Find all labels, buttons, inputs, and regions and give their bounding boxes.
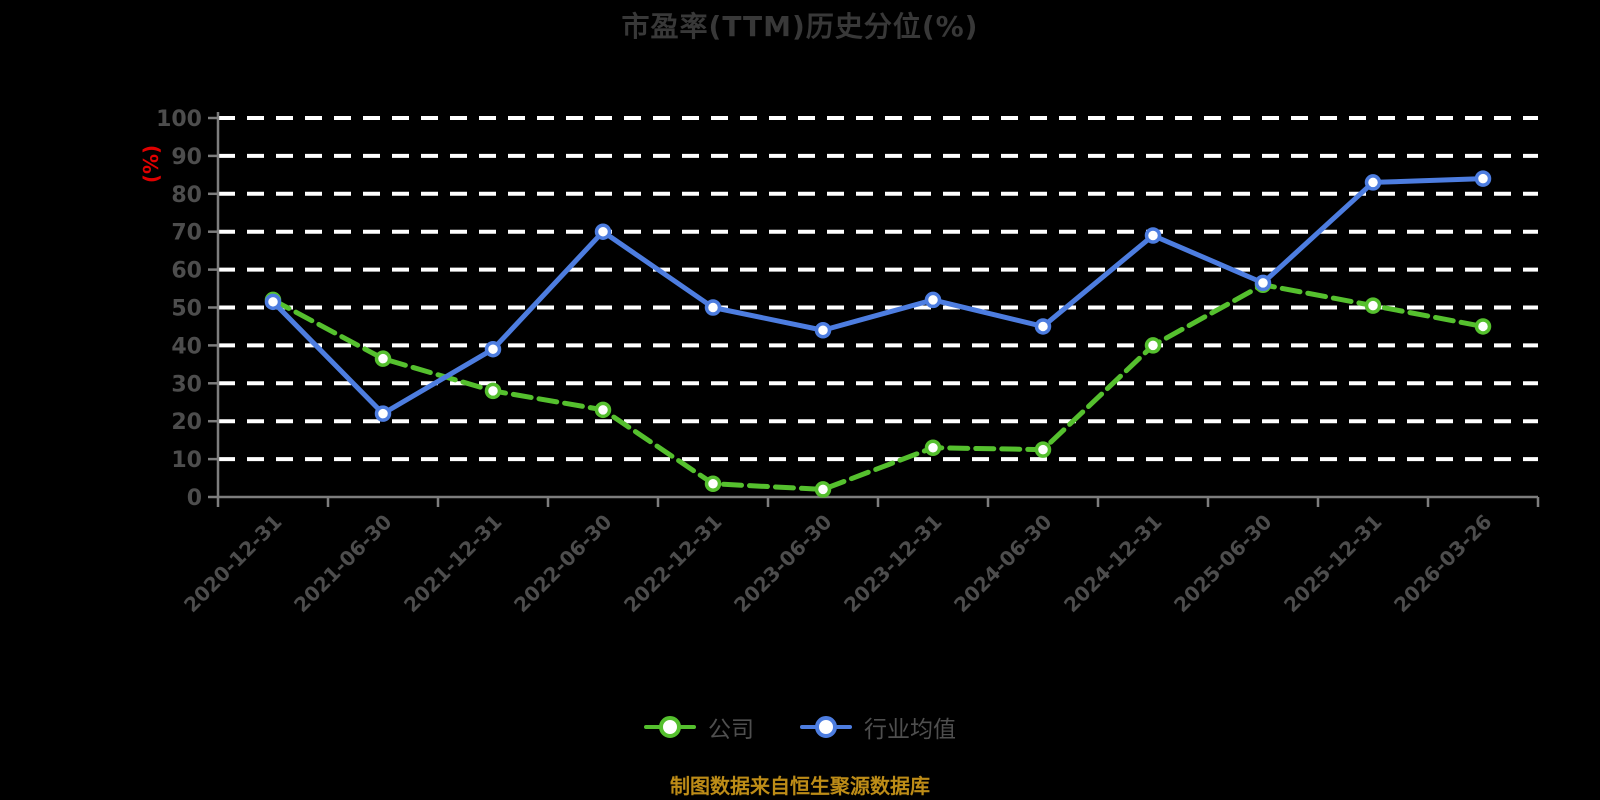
x-axis-category-label: 2021-06-30	[289, 510, 396, 617]
company-legend-marker-icon	[644, 714, 696, 740]
x-axis-category-label: 2024-12-31	[1059, 510, 1166, 617]
industry-avg-legend-label: 行业均值	[864, 717, 956, 743]
industry-avg-data-point[interactable]	[1144, 227, 1162, 244]
legend-item-industry-avg[interactable]: 行业均值	[800, 710, 956, 744]
company-data-point[interactable]	[1364, 297, 1382, 314]
industry-avg-data-point[interactable]	[594, 223, 612, 240]
company-series-line[interactable]	[270, 282, 1486, 492]
y-axis-tick-label: 0	[187, 486, 202, 511]
y-axis-tick-label: 50	[171, 297, 202, 322]
x-axis-category-label: 2026-03-26	[1389, 510, 1496, 617]
data-source-note: 制图数据来自恒生聚源数据库	[670, 774, 930, 798]
industry-avg-data-point[interactable]	[924, 291, 942, 309]
industry-avg-data-point[interactable]	[374, 405, 392, 422]
industry-avg-data-point[interactable]	[704, 299, 722, 316]
chart-title: 市盈率(TTM)历史分位(%)	[621, 10, 979, 43]
company-legend-label: 公司	[708, 717, 754, 743]
industry-avg-data-point[interactable]	[264, 293, 282, 311]
company-data-point[interactable]	[704, 475, 722, 492]
chart-legend: 公司 行业均值	[0, 710, 1600, 744]
industry-avg-data-point[interactable]	[814, 321, 832, 339]
industry-avg-data-point[interactable]	[1474, 170, 1492, 187]
y-axis-tick-label: 30	[171, 372, 202, 397]
x-axis-category-label: 2023-06-30	[729, 510, 836, 617]
y-axis-tick-label: 90	[171, 145, 202, 170]
x-axis-category-label: 2022-12-31	[619, 510, 726, 617]
industry-avg-series-line[interactable]	[270, 176, 1486, 417]
company-data-point[interactable]	[374, 350, 392, 367]
x-axis-category-label: 2022-06-30	[509, 510, 616, 617]
y-axis-tick-label: 20	[171, 410, 202, 435]
legend-item-company[interactable]: 公司	[644, 710, 754, 744]
industry-avg-data-point[interactable]	[1034, 318, 1052, 335]
x-axis-category-label: 2023-12-31	[839, 510, 946, 617]
x-axis-category-label: 2021-12-31	[399, 510, 506, 617]
company-data-point[interactable]	[924, 439, 942, 456]
company-data-point[interactable]	[1474, 318, 1492, 335]
y-axis-tick-label: 40	[171, 334, 202, 359]
industry-avg-data-point[interactable]	[484, 340, 502, 358]
company-data-point[interactable]	[1034, 441, 1052, 458]
y-axis-tick-label: 60	[171, 259, 202, 284]
y-axis-tick-label: 70	[171, 221, 202, 246]
industry-avg-legend-marker-icon	[800, 714, 852, 740]
x-axis-category-label: 2025-12-31	[1279, 510, 1386, 617]
industry-avg-data-point[interactable]	[1364, 174, 1382, 191]
company-data-point[interactable]	[484, 382, 502, 400]
company-data-point[interactable]	[1144, 337, 1162, 354]
x-axis-category-label: 2024-06-30	[949, 510, 1056, 617]
x-axis-category-label: 2020-12-31	[179, 510, 286, 617]
company-data-point[interactable]	[594, 401, 612, 419]
y-axis-tick-label: 100	[156, 107, 202, 132]
x-axis-category-label: 2025-06-30	[1169, 510, 1276, 617]
y-axis-tick-label: 80	[171, 183, 202, 208]
company-data-point[interactable]	[814, 481, 832, 498]
y-axis-tick-label: 10	[171, 448, 202, 473]
industry-avg-data-point[interactable]	[1254, 274, 1272, 292]
